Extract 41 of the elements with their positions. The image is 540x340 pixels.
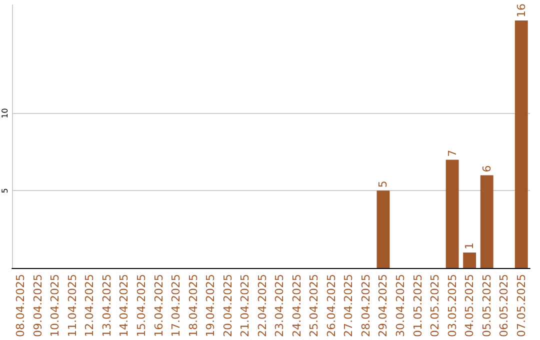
x-tick-label: 25.04.2025 xyxy=(308,274,321,338)
x-tick-label: 16.04.2025 xyxy=(152,274,166,338)
x-tick-label: 18.04.2025 xyxy=(186,274,200,338)
x-tick-label: 10.04.2025 xyxy=(48,274,62,338)
x-tick-label: 26.04.2025 xyxy=(324,274,338,338)
x-tick-label: 15.04.2025 xyxy=(135,274,148,338)
x-tick-label: 01.05.2025 xyxy=(411,274,424,338)
bar xyxy=(480,175,494,268)
x-tick-label: 14.04.2025 xyxy=(118,274,131,338)
x-tick-label: 24.04.2025 xyxy=(290,274,304,338)
x-tick-label: 17.04.2025 xyxy=(170,274,183,338)
x-tick-label: 06.05.2025 xyxy=(498,274,511,338)
x-tick-label: 23.04.2025 xyxy=(273,274,286,338)
x-tick-label: 09.04.2025 xyxy=(31,274,44,338)
data-label: 1 xyxy=(463,242,476,250)
bar xyxy=(446,160,459,268)
x-tick-label: 13.04.2025 xyxy=(100,274,114,338)
x-tick-label: 07.05.2025 xyxy=(514,274,528,338)
x-tick-label: 29.04.2025 xyxy=(376,274,390,338)
x-tick-label: 12.04.2025 xyxy=(83,274,96,338)
x-tick-label: 11.04.2025 xyxy=(66,274,79,338)
x-tick-label: 08.04.2025 xyxy=(14,274,28,338)
x-tick-label: 30.04.2025 xyxy=(394,274,407,338)
bar xyxy=(514,20,528,268)
y-tick-label: 10 xyxy=(0,108,10,118)
data-label: 7 xyxy=(446,150,459,157)
bar xyxy=(463,252,476,268)
x-tick-label: 19.04.2025 xyxy=(204,274,218,338)
data-label: 16 xyxy=(514,3,528,18)
x-tick-label: 05.05.2025 xyxy=(480,274,494,338)
data-label: 5 xyxy=(376,180,390,188)
x-tick-label: 20.04.2025 xyxy=(221,274,234,338)
bar xyxy=(376,190,390,268)
x-tick-label: 03.05.2025 xyxy=(446,274,459,338)
x-tick-label: 04.05.2025 xyxy=(463,274,476,338)
data-label: 6 xyxy=(480,165,494,172)
x-tick-label: 27.04.2025 xyxy=(342,274,356,338)
x-tick-label: 22.04.2025 xyxy=(256,274,269,338)
x-tick-label: 28.04.2025 xyxy=(359,274,372,338)
x-tick-label: 02.05.2025 xyxy=(428,274,442,338)
x-tick-label: 21.04.2025 xyxy=(238,274,252,338)
